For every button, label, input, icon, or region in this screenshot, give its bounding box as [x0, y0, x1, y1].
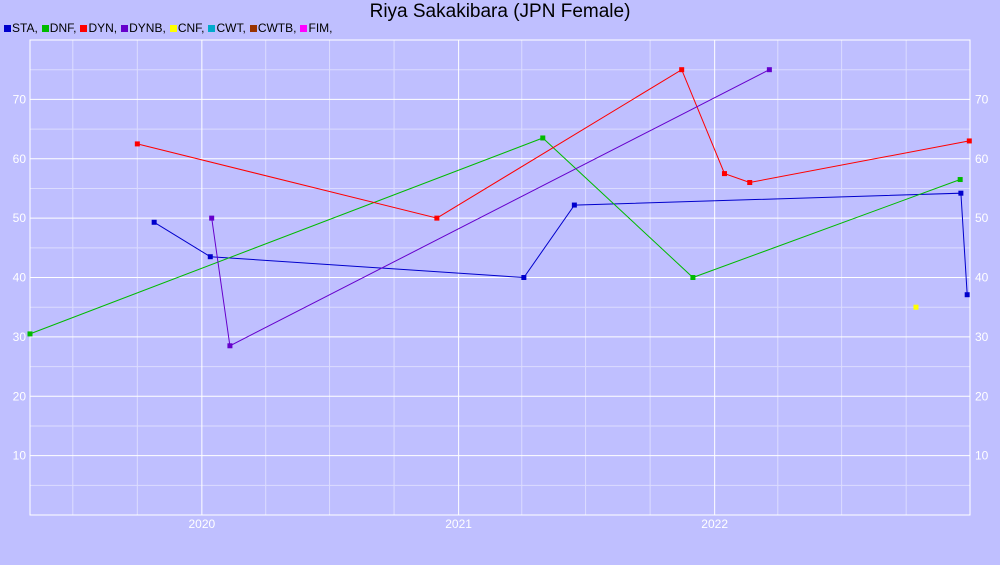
legend-label: CNF, — [177, 21, 205, 35]
y-tick-label-left: 50 — [13, 211, 27, 225]
legend-swatch — [169, 25, 177, 32]
legend-label: CWT, — [216, 21, 246, 35]
series-line-dnf — [29, 137, 961, 335]
legend-item-dynb: DYNB, — [121, 21, 166, 35]
plot-frame — [29, 39, 971, 516]
data-point-sta — [207, 254, 213, 260]
legend-swatch — [4, 25, 11, 32]
legend-swatch — [300, 25, 308, 32]
y-tick-label-right: 30 — [975, 330, 989, 344]
y-tick-label-right: 40 — [975, 271, 989, 285]
legend-item-dyn: DYN, — [80, 21, 117, 35]
x-tick-label: 2021 — [445, 517, 472, 531]
data-point-sta — [571, 202, 577, 208]
legend-swatch — [80, 25, 88, 32]
data-point-dynb — [209, 215, 215, 221]
data-point-dyn — [721, 171, 727, 177]
legend-item-cnf: CNF, — [169, 21, 205, 35]
legend-item-dnf: DNF, — [41, 21, 77, 35]
legend-item-sta: STA, — [4, 21, 38, 35]
legend-label: FIM, — [308, 21, 333, 35]
legend-label: CWTB, — [257, 21, 297, 35]
y-tick-label-right: 20 — [975, 389, 989, 403]
series-line-dynb — [211, 69, 770, 347]
data-point-dnf — [540, 135, 546, 141]
data-point-dyn — [434, 215, 440, 221]
legend-item-fim: FIM, — [300, 21, 332, 35]
series-line-dyn — [137, 68, 970, 219]
y-tick-label-left: 30 — [13, 330, 27, 344]
legend-label: DYN, — [88, 21, 118, 35]
data-point-sta — [958, 190, 964, 196]
y-tick-label-right: 10 — [975, 449, 989, 463]
y-tick-label-left: 20 — [13, 389, 27, 403]
data-point-dnf — [27, 331, 33, 337]
legend-item-cwt: CWT, — [208, 21, 246, 35]
data-point-dyn — [679, 67, 685, 73]
data-point-dynb — [766, 67, 772, 73]
y-tick-label-left: 70 — [13, 92, 27, 106]
series-line-sta — [153, 192, 968, 295]
y-tick-label-right: 70 — [975, 92, 989, 106]
legend-label: DNF, — [49, 21, 77, 35]
data-point-sta — [521, 275, 527, 280]
legend-swatch — [121, 25, 129, 32]
x-tick-label: 2020 — [189, 517, 216, 531]
chart-title: Riya Sakakibara (JPN Female) — [369, 1, 631, 22]
y-tick-label-left: 40 — [13, 271, 27, 285]
data-point-dyn — [966, 138, 972, 144]
data-point-sta — [151, 219, 157, 225]
legend: STA, DNF, DYN, DYNB, CNF, CWT, CWTB, FIM, — [4, 21, 336, 35]
legend-swatch — [208, 25, 216, 32]
y-tick-label-left: 10 — [13, 449, 27, 463]
data-point-dyn — [134, 141, 140, 147]
x-tick-label: 2022 — [701, 517, 728, 531]
data-point-dnf — [957, 177, 963, 183]
legend-label: DYNB, — [129, 21, 166, 35]
data-point-dnf — [690, 275, 696, 280]
legend-swatch — [41, 25, 49, 32]
legend-label: STA, — [12, 21, 38, 35]
data-point-cnf — [913, 304, 919, 310]
y-tick-label-right: 60 — [975, 152, 989, 166]
legend-item-cwtb: CWTB, — [249, 21, 297, 35]
data-point-dynb — [227, 343, 233, 349]
data-point-dyn — [747, 180, 753, 185]
legend-swatch — [249, 25, 257, 32]
y-tick-label-right: 50 — [975, 211, 989, 225]
y-tick-label-left: 60 — [13, 152, 27, 166]
data-point-sta — [964, 292, 970, 298]
